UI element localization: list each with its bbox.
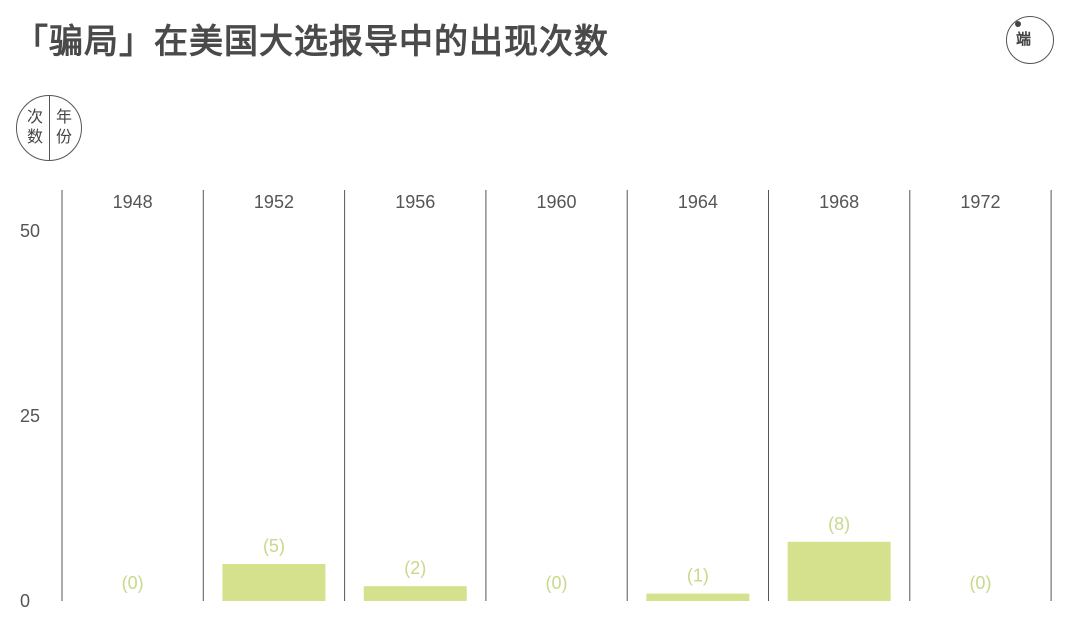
- axis-key-year: 年份: [55, 107, 72, 146]
- axis-key-divider: [49, 96, 51, 160]
- logo-mark: 端: [1016, 30, 1032, 48]
- data-label: (5): [263, 536, 285, 556]
- x-category-label: 1952: [254, 192, 294, 212]
- y-tick-label: 25: [20, 406, 40, 426]
- x-category-label: 1964: [678, 192, 718, 212]
- data-label: (2): [404, 558, 426, 578]
- x-category-label: 1960: [537, 192, 577, 212]
- axis-key-count: 次数: [26, 107, 43, 146]
- bar: [646, 593, 750, 601]
- data-label: (0): [969, 573, 991, 593]
- data-label: (0): [122, 573, 144, 593]
- logo-dot: [1015, 21, 1021, 27]
- axis-key-circle: 次数 年份: [16, 95, 82, 161]
- x-category-label: 1968: [819, 192, 859, 212]
- x-category-label: 1956: [395, 192, 435, 212]
- x-category-label: 1972: [960, 192, 1000, 212]
- bar: [363, 586, 467, 601]
- chart-title: 「骗局」在美国大选报导中的出现次数: [14, 22, 609, 62]
- y-tick-label: 0: [20, 591, 30, 611]
- logo-icon: 端: [1006, 16, 1054, 64]
- bar: [222, 564, 326, 601]
- data-label: (0): [546, 573, 568, 593]
- data-label: (1): [687, 566, 709, 586]
- x-category-label: 1948: [113, 192, 153, 212]
- bar: [787, 541, 891, 601]
- data-label: (8): [828, 514, 850, 534]
- y-tick-label: 50: [20, 221, 40, 241]
